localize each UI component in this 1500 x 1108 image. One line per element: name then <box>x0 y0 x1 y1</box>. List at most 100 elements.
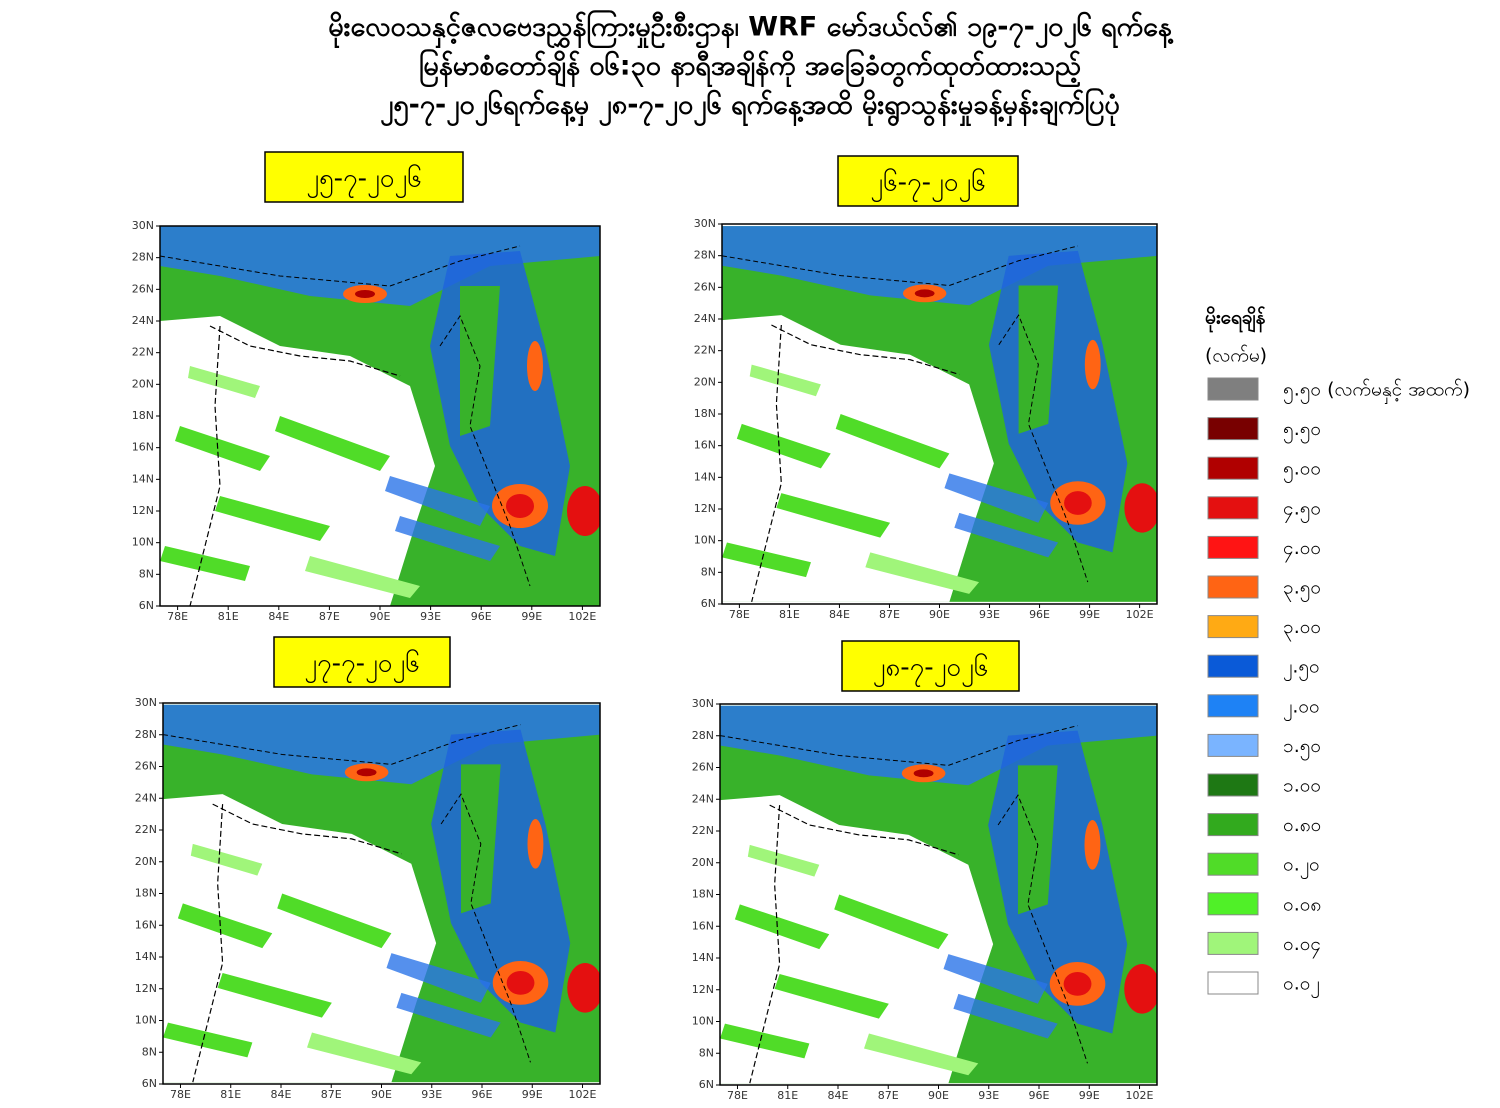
lat-label: 6N <box>701 597 716 610</box>
lon-label: 78E <box>170 1088 191 1101</box>
legend-label: ၁.၅၀ <box>1283 735 1321 761</box>
legend-label: ၀.၀၄ <box>1283 933 1321 959</box>
legend-label: ၄.၅၀ <box>1283 497 1321 523</box>
lon-label: 93E <box>978 1089 999 1102</box>
lat-label: 18N <box>694 407 716 420</box>
lat-label: 20N <box>694 375 716 388</box>
lon-label: 96E <box>1029 608 1050 621</box>
lat-label: 18N <box>132 409 154 422</box>
legend-swatch <box>1207 377 1259 401</box>
lat-label: 22N <box>692 824 714 837</box>
lon-label: 87E <box>879 608 900 621</box>
lat-label: 16N <box>132 441 154 454</box>
lat-label: 16N <box>694 439 716 452</box>
lat-label: 14N <box>135 950 157 963</box>
lat-label: 18N <box>692 888 714 901</box>
lon-label: 99E <box>521 610 542 623</box>
date-box <box>837 155 1019 207</box>
lat-label: 30N <box>694 217 716 230</box>
legend-label: ၀.၈၀ <box>1283 814 1321 836</box>
lat-label: 24N <box>692 792 714 805</box>
legend-label: ၀.၂၀ <box>1283 854 1320 880</box>
lat-label: 24N <box>132 314 154 327</box>
lon-label: 84E <box>828 1089 849 1102</box>
lat-label: 6N <box>142 1077 157 1090</box>
lat-label: 24N <box>135 791 157 804</box>
panel-date: ၂၆-၇-၂၀၂၆ <box>870 166 986 203</box>
lat-label: 16N <box>135 918 157 931</box>
legend-swatch <box>1207 456 1259 480</box>
lon-label: 84E <box>268 610 289 623</box>
lon-label: 99E <box>1079 1089 1100 1102</box>
lat-label: 28N <box>692 729 714 742</box>
lat-label: 8N <box>699 1046 714 1059</box>
lon-label: 78E <box>167 610 188 623</box>
legend-swatch <box>1207 575 1259 599</box>
legend-label: ၃.၅၀ <box>1283 577 1321 603</box>
legend-swatch <box>1207 654 1259 678</box>
lon-label: 78E <box>727 1089 748 1102</box>
lat-label: 12N <box>132 504 154 517</box>
lat-label: 30N <box>692 697 714 710</box>
lon-label: 93E <box>420 610 441 623</box>
lon-label: 99E <box>1079 608 1100 621</box>
lat-label: 18N <box>135 887 157 900</box>
legend-label: ၅.၅၀ (လက်မနှင့် အထက်) <box>1283 378 1470 405</box>
legend-swatch <box>1207 535 1259 559</box>
lon-label: 102E <box>568 610 596 623</box>
lat-label: 26N <box>694 280 716 293</box>
legend-label: ၀.၀၂ <box>1283 973 1320 999</box>
legend-swatch <box>1207 971 1259 995</box>
legend-label: ၄.၀၀ <box>1283 537 1321 563</box>
lon-label: 84E <box>829 608 850 621</box>
legend-label: ၅.၀၀ <box>1283 458 1321 484</box>
legend-swatch <box>1207 813 1259 837</box>
lat-label: 26N <box>692 761 714 774</box>
lat-label: 26N <box>132 282 154 295</box>
rainfall-map <box>160 226 600 606</box>
legend-label: ၀.၀၈ <box>1283 893 1321 915</box>
lat-label: 8N <box>701 565 716 578</box>
lat-label: 30N <box>132 219 154 232</box>
lon-label: 87E <box>321 1088 342 1101</box>
date-box <box>273 636 451 688</box>
panel-date: ၂၅-၇-၂၀၂၆ <box>306 162 422 199</box>
lat-label: 6N <box>699 1078 714 1091</box>
title-line: မြန်မာစံတော်ချိန် ၀၆:၃၀ နာရီအချိန်ကို အခ… <box>419 49 1081 88</box>
lon-label: 99E <box>522 1088 543 1101</box>
lat-label: 8N <box>142 1045 157 1058</box>
lat-label: 6N <box>139 599 154 612</box>
legend-swatch <box>1207 694 1259 718</box>
lat-label: 16N <box>692 919 714 932</box>
panel-date: ၂၈-၇-၂၀၂၆ <box>873 651 989 688</box>
rainfall-map <box>163 704 600 1083</box>
lon-label: 93E <box>421 1088 442 1101</box>
lat-label: 10N <box>692 1015 714 1028</box>
legend-swatch <box>1207 733 1259 757</box>
lon-label: 96E <box>1029 1089 1050 1102</box>
date-box <box>264 151 464 203</box>
title-line: မိုးလေဝသနှင့်ဇလဗေဒညွှန်ကြားမှုဦးစီးဌာန၊ … <box>328 10 1173 49</box>
lon-label: 102E <box>569 1088 597 1101</box>
lon-label: 81E <box>779 608 800 621</box>
lat-label: 20N <box>692 856 714 869</box>
legend-label: ၃.၀၀ <box>1283 616 1321 642</box>
lat-label: 22N <box>132 346 154 359</box>
legend-swatch <box>1207 852 1259 876</box>
lon-label: 81E <box>218 610 239 623</box>
rainfall-map <box>722 225 1157 603</box>
lon-label: 84E <box>271 1088 292 1101</box>
rainfall-map <box>720 705 1157 1084</box>
lon-label: 87E <box>319 610 340 623</box>
lat-label: 24N <box>694 312 716 325</box>
lat-label: 22N <box>135 823 157 836</box>
legend-swatch <box>1207 615 1259 639</box>
legend-label: ၁.၀၀ <box>1283 775 1321 797</box>
lat-label: 30N <box>135 696 157 709</box>
lat-label: 10N <box>132 536 154 549</box>
lon-label: 81E <box>777 1089 798 1102</box>
legend-label: ၂.၅၀ <box>1283 656 1320 682</box>
lon-label: 102E <box>1126 608 1154 621</box>
lat-label: 14N <box>132 472 154 485</box>
lon-label: 96E <box>472 1088 493 1101</box>
